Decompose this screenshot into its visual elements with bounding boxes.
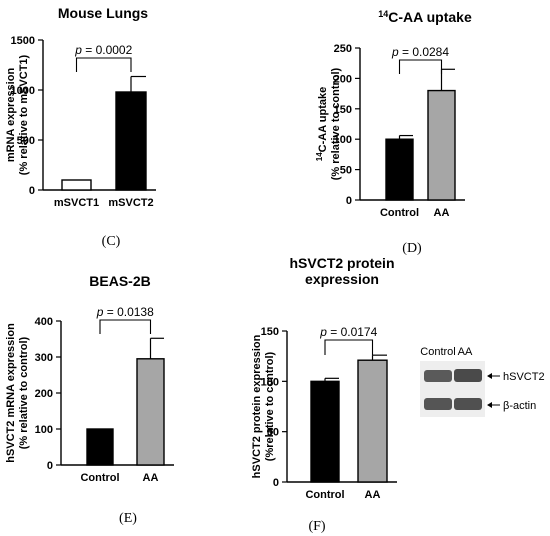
blot-band-label: β-actin bbox=[503, 400, 536, 412]
y-tick-label: 0 bbox=[273, 477, 279, 489]
chart-title: 14C-AA uptake bbox=[378, 9, 472, 25]
y-tick-label: 100 bbox=[334, 134, 352, 146]
blot-lane-label: Control bbox=[420, 346, 455, 358]
western-blot: Control AA hSVCT2 β-actin bbox=[420, 346, 545, 417]
y-tick-label: 50 bbox=[267, 427, 279, 439]
panel-label: (C) bbox=[102, 234, 121, 249]
bar-control bbox=[310, 380, 340, 483]
p-value-label: p = 0.0284 bbox=[391, 45, 449, 59]
y-tick-label: 250 bbox=[334, 43, 352, 55]
panel-label: (E) bbox=[119, 511, 137, 526]
blot-band bbox=[424, 370, 452, 382]
bar-aa bbox=[136, 358, 165, 466]
y-axis-label: (%relative to control) bbox=[264, 351, 276, 461]
y-tick-label: 150 bbox=[261, 326, 279, 338]
y-tick-label: 0 bbox=[29, 185, 35, 197]
significance-bracket bbox=[398, 59, 443, 74]
y-axis-label: hSVCT2 mRNA expression bbox=[5, 323, 17, 463]
x-tick-label: mSVCT2 bbox=[108, 197, 153, 209]
bar-msvct2 bbox=[115, 91, 147, 191]
x-tick-label: AA bbox=[434, 207, 450, 219]
y-tick-label: 50 bbox=[340, 165, 352, 177]
p-value-label: p = 0.0138 bbox=[96, 305, 154, 319]
chart-panel-3: BEAS-2B 0 100 200 300 400 Control AA p = 0.0138 h… bbox=[5, 273, 174, 526]
blot-band bbox=[454, 398, 482, 410]
y-axis-label: (% relative to control) bbox=[18, 336, 30, 449]
chart-title: Mouse Lungs bbox=[58, 5, 148, 21]
y-axis-label: (% relative to control) bbox=[330, 67, 342, 180]
y-axis-label: (% relative to mSVCT1) bbox=[18, 54, 30, 175]
chart-panel-1: Mouse Lungs 0 500 1000 1500 mSVCT1 mSVCT2 p = 0… bbox=[5, 5, 156, 249]
y-axis-label: mRNA expression bbox=[5, 68, 17, 163]
chart-title: expression bbox=[305, 271, 379, 287]
p-value-label: p = 0.0174 bbox=[319, 325, 377, 339]
bar-control bbox=[86, 428, 114, 466]
y-tick-label: 500 bbox=[17, 135, 35, 147]
blot-arrow-head bbox=[487, 402, 492, 408]
significance-bracket bbox=[324, 339, 374, 355]
y-tick-label: 200 bbox=[35, 388, 53, 400]
y-tick-label: 1000 bbox=[11, 85, 35, 97]
x-tick-label: mSVCT1 bbox=[54, 197, 99, 209]
bar-msvct1 bbox=[61, 179, 92, 191]
chart-title: BEAS-2B bbox=[89, 273, 150, 289]
p-value-label: p = 0.0002 bbox=[74, 43, 132, 57]
x-tick-label: Control bbox=[380, 207, 419, 219]
bar-aa bbox=[357, 359, 388, 483]
chart-title: hSVCT2 protein bbox=[289, 255, 394, 271]
blot-arrow-head bbox=[487, 373, 492, 379]
x-tick-label: Control bbox=[305, 489, 344, 501]
y-tick-label: 0 bbox=[346, 195, 352, 207]
significance-bracket bbox=[99, 319, 152, 334]
panel-label: (F) bbox=[308, 519, 325, 534]
bar-control bbox=[385, 138, 414, 201]
panel-label: (D) bbox=[402, 241, 422, 256]
y-tick-label: 0 bbox=[47, 460, 53, 472]
y-tick-label: 400 bbox=[35, 316, 53, 328]
x-tick-label: Control bbox=[80, 472, 119, 484]
blot-lane-label: AA bbox=[458, 346, 473, 358]
y-tick-label: 100 bbox=[35, 424, 53, 436]
y-tick-label: 300 bbox=[35, 352, 53, 364]
blot-band bbox=[424, 398, 452, 410]
y-axis-label: hSVCT2 protein expression bbox=[251, 334, 263, 478]
x-tick-label: AA bbox=[365, 489, 381, 501]
bar-aa bbox=[427, 89, 456, 201]
blot-band bbox=[454, 369, 482, 382]
y-tick-label: 200 bbox=[334, 73, 352, 85]
blot-band-label: hSVCT2 bbox=[503, 371, 545, 383]
y-axis-label: 14C-AA uptake bbox=[315, 87, 330, 162]
y-tick-label: 1500 bbox=[11, 35, 35, 47]
y-tick-label: 100 bbox=[261, 376, 279, 388]
significance-bracket bbox=[75, 57, 132, 72]
x-tick-label: AA bbox=[143, 472, 159, 484]
y-tick-label: 150 bbox=[334, 104, 352, 116]
chart-panel-2: 14C-AA uptake 0 50 100 150 200 250 Control AA p =… bbox=[315, 9, 472, 256]
